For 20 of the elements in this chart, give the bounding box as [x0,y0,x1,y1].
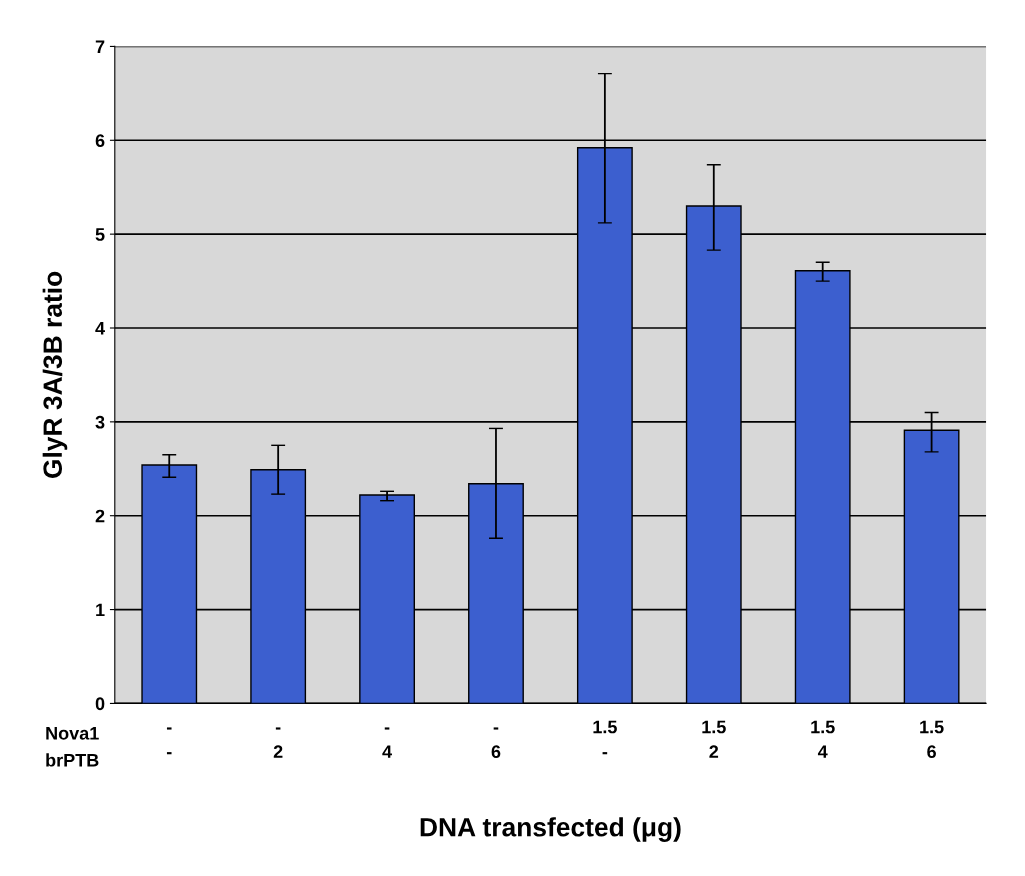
x-tick-label: 1.5 6 [920,720,944,759]
y-tick-label: 7 [95,40,105,53]
x-tick-label: - 4 [382,727,392,758]
y-tick-label: 5 [95,228,105,241]
y-tick-label: 4 [95,322,105,335]
x-tick-label: 1.5 4 [811,720,835,758]
text: brPTB [46,753,99,767]
x-axis-title: DNA transfected (μg) [420,817,681,842]
y-tick-label: 3 [95,415,105,429]
y-tick-label: 1 [96,603,105,617]
y-axis-title: GlyR 3A/3B ratio [42,271,68,478]
y-tick-label: 6 [95,134,105,148]
x-tick-label: 1.5 - [593,720,617,755]
category-label: - - [166,727,172,755]
text: Nova1 [46,727,99,740]
x-tick-label: - 6 [491,727,501,759]
y-tick-label: 0 [95,697,105,711]
x-tick-label: - 2 [273,727,283,758]
y-tick-label: 2 [95,509,105,523]
x-tick-label: 1.5 2 [702,720,726,758]
